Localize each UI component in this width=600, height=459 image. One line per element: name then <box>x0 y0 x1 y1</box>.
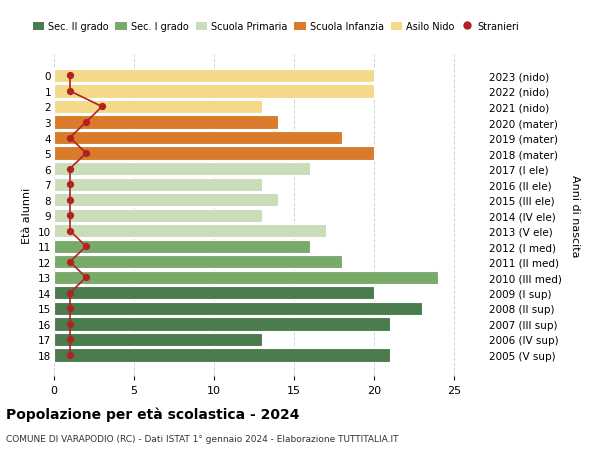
Bar <box>54 85 374 98</box>
Point <box>81 243 91 251</box>
Point <box>81 119 91 126</box>
Point <box>65 258 75 266</box>
Point <box>65 166 75 173</box>
Point <box>65 320 75 328</box>
Bar <box>54 116 278 129</box>
Bar <box>54 286 374 300</box>
Point <box>65 228 75 235</box>
Text: Popolazione per età scolastica - 2024: Popolazione per età scolastica - 2024 <box>6 406 299 421</box>
Point <box>65 134 75 142</box>
Bar <box>54 271 438 284</box>
Bar <box>54 101 262 114</box>
Bar <box>54 240 310 253</box>
Bar <box>54 209 262 222</box>
Y-axis label: Anni di nascita: Anni di nascita <box>570 174 580 257</box>
Point <box>65 212 75 219</box>
Bar <box>54 333 262 346</box>
Bar <box>54 194 278 207</box>
Point <box>65 181 75 188</box>
Bar <box>54 147 374 160</box>
Point <box>81 274 91 281</box>
Point <box>65 88 75 95</box>
Bar <box>54 256 342 269</box>
Point <box>81 150 91 157</box>
Point <box>65 336 75 343</box>
Bar <box>54 132 342 145</box>
Bar <box>54 318 390 331</box>
Point <box>65 352 75 359</box>
Bar <box>54 224 326 238</box>
Bar <box>54 348 390 362</box>
Bar <box>54 302 422 315</box>
Y-axis label: Età alunni: Età alunni <box>22 188 32 244</box>
Bar <box>54 162 310 176</box>
Point <box>65 73 75 80</box>
Point <box>65 305 75 313</box>
Point <box>65 290 75 297</box>
Text: COMUNE DI VARAPODIO (RC) - Dati ISTAT 1° gennaio 2024 - Elaborazione TUTTITALIA.: COMUNE DI VARAPODIO (RC) - Dati ISTAT 1°… <box>6 434 398 443</box>
Bar <box>54 70 374 83</box>
Point <box>97 104 107 111</box>
Bar <box>54 178 262 191</box>
Legend: Sec. II grado, Sec. I grado, Scuola Primaria, Scuola Infanzia, Asilo Nido, Stran: Sec. II grado, Sec. I grado, Scuola Prim… <box>29 18 523 36</box>
Point <box>65 196 75 204</box>
